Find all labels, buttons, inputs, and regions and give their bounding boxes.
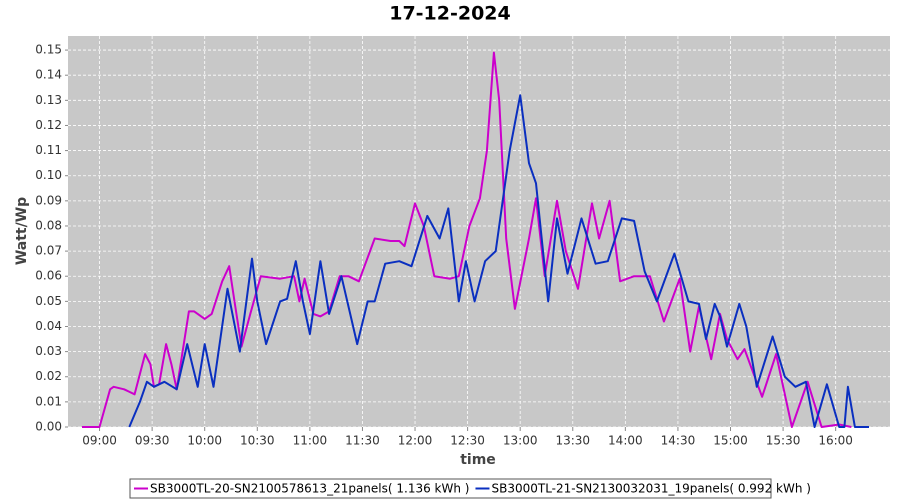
x-tick-label: 14:00: [608, 434, 643, 448]
y-tick-label: 0.15: [35, 43, 62, 57]
x-tick-label: 10:00: [187, 434, 222, 448]
x-tick-label: 13:00: [503, 434, 538, 448]
y-tick-label: 0.13: [35, 93, 62, 107]
y-axis-label: Watt/Wp: [14, 197, 30, 265]
x-tick-label: 15:00: [713, 434, 748, 448]
y-tick-label: 0.09: [35, 193, 62, 207]
x-tick-label: 14:30: [661, 434, 696, 448]
y-tick-label: 0.08: [35, 218, 62, 232]
y-tick-label: 0.10: [35, 168, 62, 182]
chart-title: 17-12-2024: [389, 3, 511, 25]
plot-area: [68, 36, 890, 427]
y-tick-label: 0.12: [35, 118, 62, 132]
y-tick-label: 0.06: [35, 269, 62, 283]
y-tick-label: 0.03: [35, 344, 62, 358]
x-tick-label: 11:00: [293, 434, 328, 448]
x-tick-label: 09:30: [135, 434, 170, 448]
x-tick-label: 13:30: [555, 434, 590, 448]
x-tick-label: 16:00: [818, 434, 853, 448]
y-tick-label: 0.14: [35, 68, 62, 82]
x-tick-label: 11:30: [345, 434, 380, 448]
legend-label: SB3000TL-20-SN2100578613_21panels( 1.136…: [150, 482, 469, 496]
y-tick-label: 0.00: [35, 420, 62, 434]
y-tick-label: 0.01: [35, 394, 62, 408]
legend-label: SB3000TL-21-SN2130032031_19panels( 0.992…: [491, 482, 810, 496]
y-tick-label: 0.07: [35, 244, 62, 258]
x-tick-label: 10:30: [240, 434, 275, 448]
legend: [129, 478, 772, 499]
y-tick-label: 0.02: [35, 369, 62, 383]
y-tick-label: 0.11: [35, 143, 62, 157]
x-axis-label: time: [460, 452, 496, 468]
x-tick-label: 09:00: [82, 434, 117, 448]
x-tick-label: 12:00: [398, 434, 433, 448]
y-tick-label: 0.04: [35, 319, 62, 333]
y-tick-label: 0.05: [35, 294, 62, 308]
series-line: [128, 94, 869, 428]
x-tick-label: 15:30: [766, 434, 801, 448]
x-tick-label: 12:30: [450, 434, 485, 448]
